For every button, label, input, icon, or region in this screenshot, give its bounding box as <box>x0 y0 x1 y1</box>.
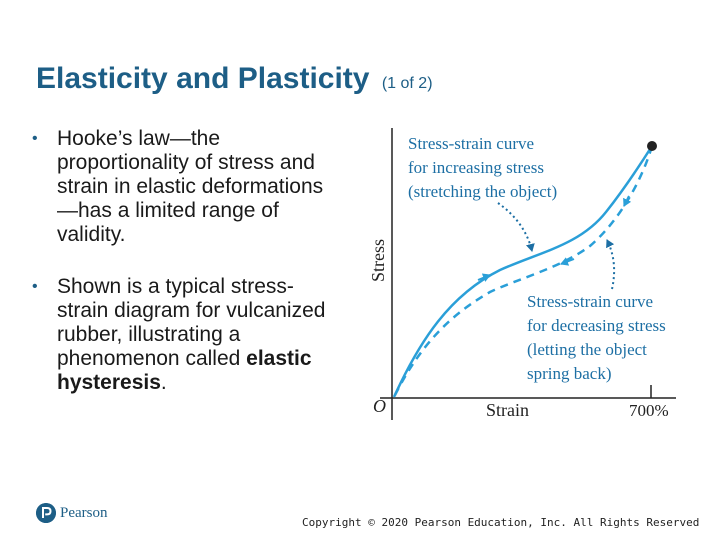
pearson-logo: Pearson <box>36 503 108 523</box>
pearson-logo-icon <box>36 503 56 523</box>
bullet-text-start: Shown is a typical stress-strain diagram… <box>57 275 326 370</box>
copyright-notice: Copyright © 2020 Pearson Education, Inc.… <box>302 516 700 529</box>
unloading-annotation-line: (letting the object <box>527 340 647 359</box>
unloading-annotation-line: spring back) <box>527 364 612 383</box>
y-axis-label: Stress <box>368 239 388 282</box>
slide-title-suffix: (1 of 2) <box>381 75 433 92</box>
unloading-direction-arrow-lower <box>560 257 575 266</box>
origin-label: O <box>373 396 386 416</box>
unloading-annotation-line: Stress-strain curve <box>527 292 653 311</box>
pearson-logo-text: Pearson <box>60 504 108 521</box>
loading-direction-arrow <box>477 273 491 282</box>
bullet-text-end: . <box>160 371 167 394</box>
loading-annotation-pointer <box>497 202 535 252</box>
x-max-label: 700% <box>629 401 669 420</box>
bullet-item: • Shown is a typical stress-strain diagr… <box>32 275 342 395</box>
unloading-annotation: Stress-strain curve for decreasing stres… <box>527 292 670 383</box>
loading-annotation-line: (stretching the object) <box>408 182 557 201</box>
slide-title: Elasticity and Plasticity (1 of 2) <box>36 62 433 96</box>
x-axis-label: Strain <box>486 400 529 420</box>
bullet-list: • Hooke’s law—the proportionality of str… <box>32 127 342 423</box>
slide-title-text: Elasticity and Plasticity <box>36 62 370 95</box>
loading-annotation-line: Stress-strain curve <box>408 134 534 153</box>
loading-annotation-line: for increasing stress <box>408 158 544 177</box>
unloading-direction-arrow-upper <box>623 195 632 207</box>
bullet-marker: • <box>32 278 38 295</box>
max-strain-point <box>647 141 657 151</box>
unloading-annotation-pointer <box>606 239 616 290</box>
bullet-item: • Hooke’s law—the proportionality of str… <box>32 127 342 247</box>
bullet-text: Hooke’s law—the proportionality of stres… <box>57 127 324 246</box>
bullet-emphasis: elastic hysteresis <box>57 347 312 394</box>
bullet-marker: • <box>32 130 38 147</box>
unloading-annotation-line: for decreasing stress <box>527 316 666 335</box>
loading-curve <box>392 145 654 398</box>
loading-annotation: Stress-strain curve for increasing stres… <box>408 134 557 201</box>
